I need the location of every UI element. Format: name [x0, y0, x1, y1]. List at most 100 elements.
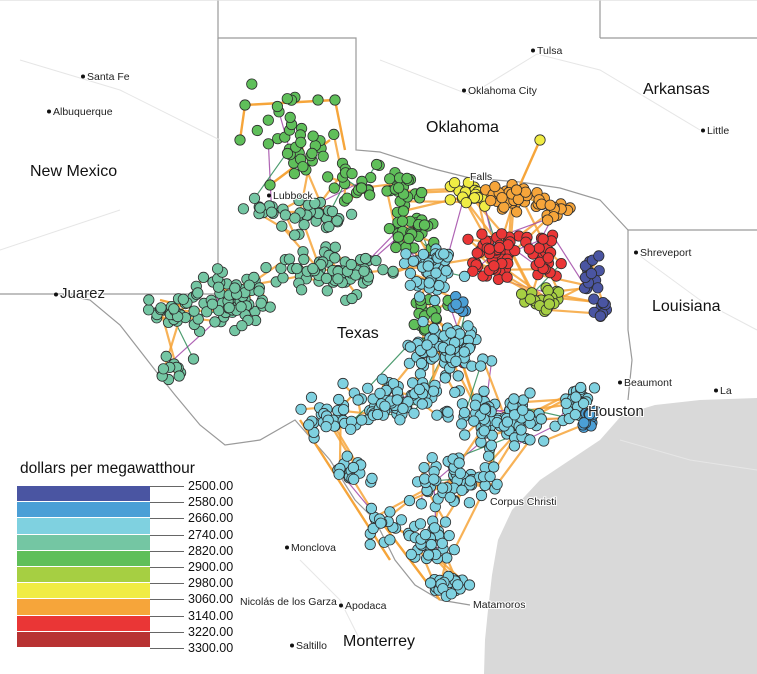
price-node — [322, 171, 334, 183]
price-node — [467, 265, 479, 277]
city-label: Saltillo — [296, 640, 327, 652]
city-label: Juarez — [60, 285, 105, 302]
price-node — [463, 579, 476, 591]
price-node — [484, 470, 496, 483]
city-label: Albuquerque — [53, 106, 113, 118]
price-node — [444, 344, 456, 356]
price-node — [331, 215, 343, 227]
price-node — [345, 208, 358, 220]
price-node — [348, 473, 360, 485]
price-node — [501, 271, 513, 283]
price-node — [462, 320, 474, 332]
price-node — [320, 272, 332, 284]
legend-tick — [150, 583, 184, 585]
legend-tick — [150, 631, 184, 633]
price-node — [442, 406, 454, 418]
price-node — [254, 202, 266, 214]
price-node — [452, 579, 464, 591]
transmission-line — [374, 485, 432, 519]
city-label: Monclova — [291, 542, 336, 554]
price-node — [283, 253, 295, 265]
price-node — [422, 549, 435, 561]
price-node — [423, 277, 435, 289]
price-node — [445, 327, 457, 339]
price-node — [260, 261, 272, 274]
transmission-line — [333, 425, 359, 465]
city-dot — [290, 643, 294, 648]
price-node — [307, 262, 319, 275]
price-node — [236, 320, 248, 332]
price-node — [421, 339, 433, 351]
price-node — [425, 538, 437, 551]
price-node — [501, 416, 513, 428]
price-node — [284, 111, 296, 124]
city-dot — [701, 128, 705, 133]
price-node — [253, 285, 265, 297]
price-node — [276, 220, 288, 232]
price-node — [366, 472, 378, 484]
price-node — [535, 413, 547, 425]
price-node — [524, 293, 537, 305]
price-node — [449, 386, 461, 398]
price-node — [384, 173, 396, 185]
legend-swatch — [17, 518, 150, 534]
price-nodes — [143, 78, 613, 602]
legend-swatch — [17, 502, 150, 518]
city-dot — [634, 250, 638, 255]
price-node — [406, 377, 419, 389]
price-node — [485, 439, 497, 451]
price-node — [143, 304, 155, 316]
legend-tick — [150, 502, 184, 504]
city-label: Matamoros — [473, 599, 526, 611]
price-node — [248, 192, 261, 204]
price-node — [332, 273, 344, 285]
price-node — [328, 128, 340, 140]
transmission-line — [484, 206, 497, 253]
transmission-line — [453, 495, 483, 551]
price-node — [235, 301, 247, 313]
price-node — [578, 417, 590, 429]
price-node — [448, 544, 460, 556]
price-node — [295, 136, 307, 148]
price-node — [439, 372, 451, 384]
price-node — [413, 383, 425, 395]
price-node — [524, 387, 536, 399]
price-node — [458, 270, 471, 282]
price-node — [391, 394, 403, 406]
price-node — [309, 197, 321, 209]
price-node — [496, 192, 508, 204]
transmission-line — [333, 99, 347, 151]
gulf-of-mexico-water — [484, 398, 757, 674]
price-node — [143, 294, 155, 306]
price-node — [255, 297, 267, 309]
price-node — [295, 403, 307, 415]
price-node — [549, 420, 561, 432]
price-node — [419, 528, 432, 541]
price-node — [441, 552, 453, 564]
legend-swatch — [17, 486, 150, 502]
price-node — [483, 243, 495, 255]
city-dot — [285, 545, 289, 550]
price-node — [508, 393, 520, 405]
price-node — [298, 219, 310, 231]
price-node — [262, 114, 274, 126]
price-node — [384, 506, 396, 518]
price-node — [262, 138, 274, 150]
state-label: Louisiana — [652, 298, 721, 315]
price-node — [341, 450, 353, 462]
transmission-line — [159, 309, 178, 368]
city-label: La — [720, 385, 732, 397]
map-labels: Santa Fe Albuquerque Tulsa Oklahoma City Lit… — [29, 44, 733, 653]
transmission-line — [518, 139, 542, 186]
price-node — [362, 382, 374, 394]
price-node — [277, 272, 289, 284]
price-node — [436, 482, 449, 494]
price-node — [414, 518, 427, 530]
state-label: Monterrey — [343, 633, 415, 650]
price-node — [475, 489, 488, 502]
price-node — [588, 382, 601, 394]
price-node — [479, 403, 491, 415]
city-dot — [267, 193, 271, 198]
price-node — [383, 223, 395, 235]
